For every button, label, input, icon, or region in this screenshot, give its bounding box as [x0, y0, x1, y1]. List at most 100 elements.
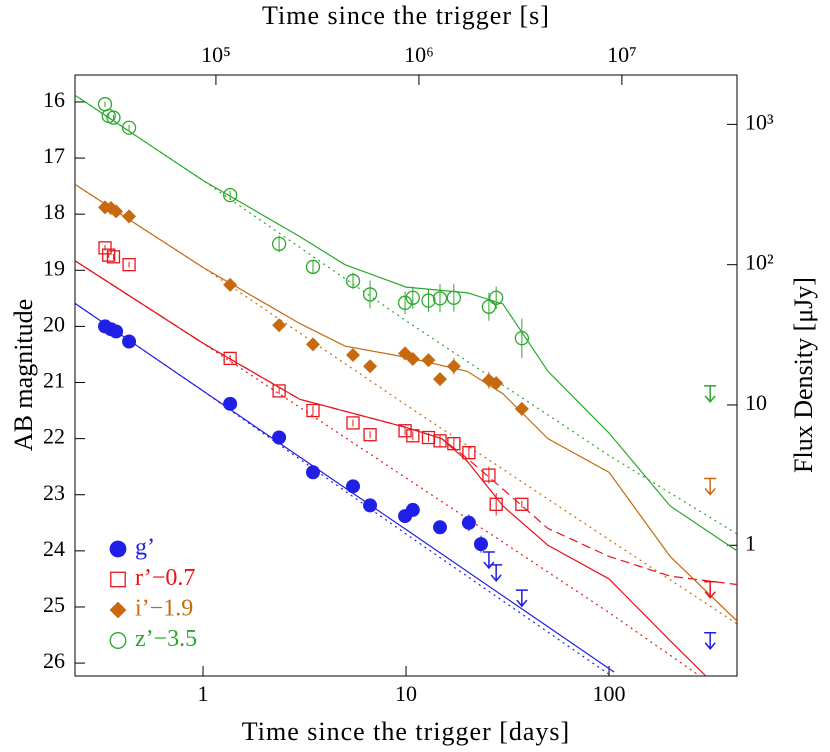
marker: [489, 290, 504, 305]
marker: [482, 468, 496, 482]
marker: [461, 515, 476, 530]
y-tick-label: 25: [43, 592, 65, 617]
marker: [272, 318, 287, 333]
legend-marker: [109, 601, 127, 619]
marker: [306, 403, 320, 418]
marker: [346, 416, 360, 430]
y-axis-title: AB magnitude: [9, 299, 38, 451]
marker: [446, 290, 461, 305]
marker: [271, 236, 287, 252]
marker: [447, 437, 461, 451]
marker: [421, 293, 436, 308]
marker: [363, 428, 377, 442]
marker: [433, 434, 447, 448]
marker: [122, 258, 136, 272]
marker: [106, 110, 121, 125]
x-tick-label: 10: [395, 681, 417, 706]
y-tick-label: 16: [43, 87, 65, 112]
legend-label: z’−3.5: [135, 626, 197, 652]
y-tick-label: 22: [43, 424, 65, 449]
y2-axis-title: Flux Density [μJy]: [789, 277, 818, 473]
legend-marker: [109, 632, 127, 649]
legend-marker: [110, 571, 126, 588]
x2-tick-label: 10⁵: [201, 42, 231, 67]
legend-label: g’: [135, 535, 155, 561]
marker: [223, 277, 238, 292]
legend-marker: [109, 540, 127, 558]
marker: [481, 299, 497, 314]
marker: [405, 502, 420, 517]
upper-limit: [482, 551, 495, 570]
marker: [122, 209, 137, 224]
model-curve: [75, 260, 737, 586]
y-tick-label: 19: [43, 255, 65, 280]
marker: [462, 446, 476, 460]
marker: [98, 241, 112, 255]
y-tick-label: 26: [43, 648, 65, 673]
marker: [102, 248, 116, 262]
marker: [433, 372, 448, 387]
marker: [362, 287, 378, 302]
y-tick-label: 17: [43, 143, 65, 168]
y-tick-label: 20: [43, 311, 65, 336]
x-tick-label: 100: [593, 681, 626, 706]
marker: [473, 537, 488, 552]
model-curve: [75, 94, 737, 552]
y-tick-label: 24: [43, 536, 65, 561]
marker: [346, 348, 361, 363]
marker: [489, 376, 504, 391]
marker: [446, 359, 461, 374]
x-tick-label: 1: [198, 681, 209, 706]
y2-tick-label: 1: [745, 530, 756, 555]
legend-label: i’−1.9: [135, 596, 193, 622]
upper-limit: [515, 589, 528, 608]
marker: [432, 291, 448, 306]
model-curve: [75, 183, 737, 622]
marker: [398, 424, 412, 438]
y-tick-label: 21: [43, 368, 65, 393]
x2-axis-title: Time since the trigger [s]: [262, 1, 550, 30]
legend-label: r’−0.7: [135, 565, 195, 591]
marker: [305, 337, 320, 352]
marker: [363, 359, 378, 374]
marker: [397, 295, 413, 310]
marker: [272, 430, 287, 445]
model-curve: [75, 302, 615, 673]
marker: [305, 259, 321, 275]
upper-limit: [704, 632, 717, 650]
marker: [405, 290, 420, 305]
y-tick-label: 23: [43, 480, 65, 505]
marker: [305, 465, 320, 480]
marker: [346, 479, 361, 494]
marker: [433, 520, 448, 535]
marker: [405, 351, 420, 366]
marker: [223, 187, 238, 203]
marker: [514, 331, 530, 346]
marker: [515, 497, 529, 511]
upper-limit: [704, 477, 717, 496]
marker: [109, 204, 124, 219]
marker: [363, 498, 378, 513]
x-axis-title: Time since the trigger [days]: [242, 717, 570, 746]
marker: [421, 353, 436, 368]
marker: [514, 401, 529, 416]
x2-tick-label: 10⁷: [607, 42, 637, 67]
marker: [223, 396, 238, 411]
marker: [406, 429, 420, 443]
y2-tick-label: 10: [745, 390, 767, 415]
marker: [121, 120, 137, 135]
model-curve: [75, 183, 737, 625]
x2-tick-label: 10⁶: [404, 42, 434, 67]
marker: [345, 273, 361, 289]
marker: [489, 497, 503, 511]
y2-tick-label: 10³: [745, 109, 774, 134]
upper-limit: [704, 385, 717, 404]
upper-limit: [490, 564, 503, 583]
marker: [109, 324, 124, 339]
model-curve: [75, 94, 737, 535]
upper-limit: [704, 580, 717, 599]
y2-tick-label: 10²: [745, 250, 774, 275]
marker: [122, 334, 137, 349]
marker: [106, 250, 121, 264]
